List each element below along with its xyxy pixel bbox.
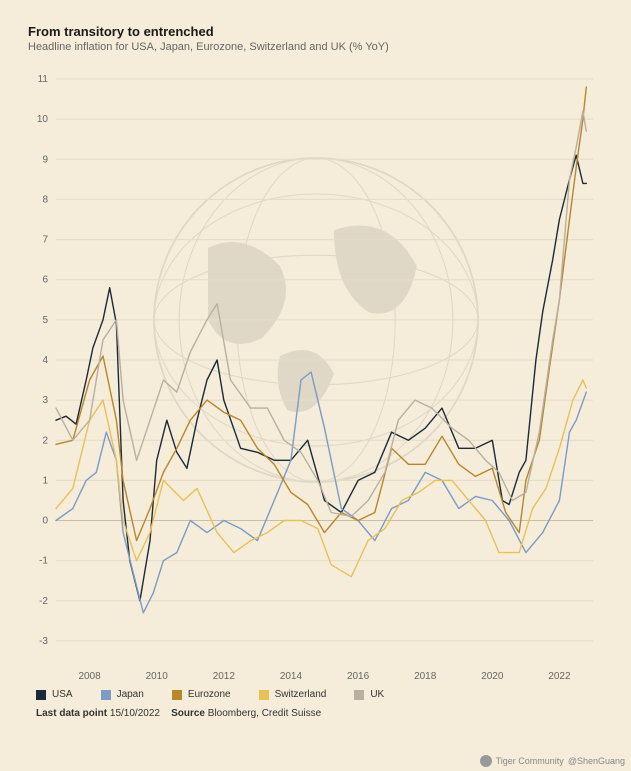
- svg-text:10: 10: [37, 114, 49, 125]
- legend-label: UK: [370, 689, 384, 700]
- svg-text:1: 1: [42, 475, 48, 486]
- legend-item: Switzerland: [259, 689, 327, 700]
- legend-swatch: [172, 690, 182, 700]
- svg-text:3: 3: [42, 395, 48, 406]
- svg-text:9: 9: [42, 154, 48, 165]
- legend-label: Japan: [117, 689, 144, 700]
- svg-text:-3: -3: [39, 636, 48, 647]
- chart-footer: Last data point 15/10/2022 Source Bloomb…: [36, 708, 603, 719]
- chart-title: From transitory to entrenched: [28, 24, 603, 39]
- last-point-label: Last data point: [36, 708, 107, 719]
- watermark-handle: @ShenGuang: [568, 756, 625, 766]
- svg-text:2022: 2022: [548, 671, 571, 682]
- svg-text:5: 5: [42, 315, 48, 326]
- legend-item: Eurozone: [172, 689, 231, 700]
- svg-text:-1: -1: [39, 556, 48, 567]
- chart-area: -3 -2 -1 0 1 2 3 4 5 6 7 8 9 10 11 2008 2010 2012 2014 2016…: [28, 65, 603, 683]
- svg-text:8: 8: [42, 194, 48, 205]
- source-value: Bloomberg, Credit Suisse: [208, 708, 321, 719]
- svg-text:6: 6: [42, 275, 48, 286]
- legend-label: Eurozone: [188, 689, 231, 700]
- svg-text:2016: 2016: [347, 671, 370, 682]
- svg-text:11: 11: [38, 74, 49, 85]
- svg-text:2010: 2010: [146, 671, 169, 682]
- svg-text:0: 0: [42, 516, 48, 527]
- legend-item: Japan: [101, 689, 144, 700]
- svg-text:2: 2: [42, 435, 48, 446]
- legend: USA Japan Eurozone Switzerland UK: [36, 689, 603, 700]
- watermark: Tiger Community @ShenGuang: [480, 755, 625, 767]
- chart-card: From transitory to entrenched Headline i…: [0, 0, 631, 771]
- svg-text:2012: 2012: [213, 671, 236, 682]
- legend-swatch: [354, 690, 364, 700]
- legend-label: Switzerland: [275, 689, 327, 700]
- svg-text:2014: 2014: [280, 671, 303, 682]
- legend-item: UK: [354, 689, 384, 700]
- watermark-brand: Tiger Community: [496, 756, 564, 766]
- svg-text:-2: -2: [39, 596, 48, 607]
- last-point-value: 15/10/2022: [110, 708, 160, 719]
- svg-text:4: 4: [42, 355, 48, 366]
- legend-swatch: [101, 690, 111, 700]
- svg-text:7: 7: [42, 235, 48, 246]
- line-chart: -3 -2 -1 0 1 2 3 4 5 6 7 8 9 10 11 2008 2010 2012 2014 2016…: [28, 65, 603, 683]
- watermark-icon: [480, 755, 492, 767]
- legend-swatch: [259, 690, 269, 700]
- svg-text:2018: 2018: [414, 671, 437, 682]
- svg-text:2020: 2020: [481, 671, 504, 682]
- chart-subtitle: Headline inflation for USA, Japan, Euroz…: [28, 41, 603, 53]
- source-label: Source: [171, 708, 205, 719]
- svg-text:2008: 2008: [78, 671, 101, 682]
- legend-item: USA: [36, 689, 73, 700]
- legend-swatch: [36, 690, 46, 700]
- legend-label: USA: [52, 689, 73, 700]
